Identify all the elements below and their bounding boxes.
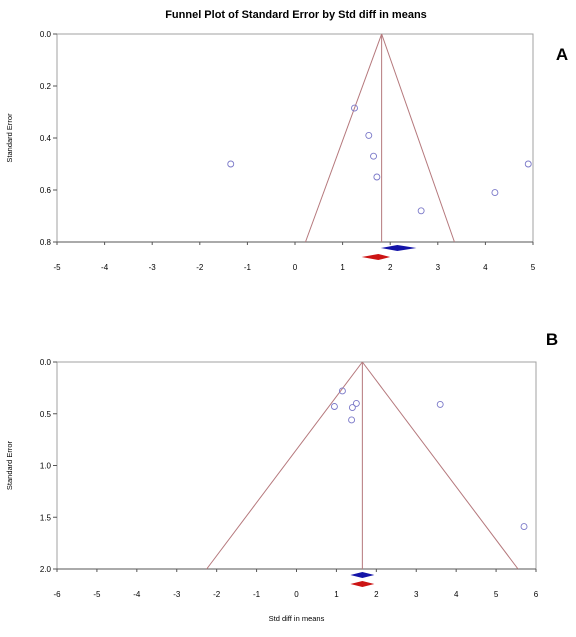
x-tick-label: 5 [494,590,499,599]
x-tick-label: 4 [454,590,459,599]
x-tick-label: -2 [196,263,204,272]
x-tick-label: 6 [534,590,539,599]
panel-a: 0.0 0.2 0.4 0.6 0.8 -5 -4 -3 -2 -1 0 1 2 3 4 5 Standard … [5,30,568,272]
study-point [436,400,444,408]
x-axis-label: Std diff in means [269,614,325,623]
x-tick-label: -3 [149,263,157,272]
x-tick-label: 3 [436,263,441,272]
funnel-left-line [206,361,363,570]
panel-label: B [546,330,558,349]
study-point [352,399,360,407]
study-point [330,403,338,410]
y-tick-label: 2.0 [40,565,52,574]
x-tick-label: 5 [531,263,536,272]
study-point [373,173,381,181]
x-tick-label: 4 [483,263,488,272]
y-tick-label: 0.8 [40,238,52,247]
chart-title: Funnel Plot of Standard Error by Std dif… [165,9,427,21]
y-tick-label: 1.5 [40,513,52,522]
y-tick-label: 0.2 [40,82,52,91]
y-axis-label: Standard Error [5,113,14,163]
panel-label: A [556,45,568,64]
study-point [520,523,528,531]
x-tick-label: 2 [374,590,379,599]
x-tick-label: -5 [53,263,61,272]
funnel-right-line [361,361,519,570]
x-tick-label: -4 [133,590,141,599]
y-tick-label: 0.5 [40,410,52,419]
x-tick-label: -5 [93,590,101,599]
x-tick-label: 1 [340,263,345,272]
summary-diamond-blue [380,245,417,251]
study-point [338,387,346,395]
x-tick-label: -1 [244,263,252,272]
study-point [417,207,425,215]
study-point [370,152,377,160]
summary-diamond-red [361,254,391,260]
summary-diamond-blue [350,572,375,578]
x-tick-label: -6 [53,590,61,599]
x-tick-label: 1 [334,590,339,599]
study-point [491,189,499,197]
x-tick-label: -4 [101,263,109,272]
study-point [227,160,235,168]
y-tick-label: 0.6 [40,186,52,195]
study-point [365,131,373,139]
x-tick-label: 0 [293,263,298,272]
study-point [348,416,356,424]
x-tick-label: 2 [388,263,393,272]
y-axis-label: Standard Error [5,440,14,490]
x-tick-label: 3 [414,590,419,599]
plot-frame [56,361,537,570]
study-point [348,404,356,411]
y-tick-label: 0.4 [40,134,52,143]
y-tick-label: 0.0 [40,358,52,367]
x-tick-label: -3 [173,590,181,599]
study-point [524,160,532,168]
plot-frame [56,33,534,243]
y-tick-label: 0.0 [40,30,52,39]
x-tick-label: -1 [253,590,261,599]
x-tick-label: -2 [213,590,221,599]
y-tick-label: 1.0 [40,462,52,471]
summary-diamond-red [350,581,375,587]
funnel-left-line [305,33,383,243]
panel-b: 0.0 0.5 1.0 1.5 2.0 -6 -5 -4 -3 -2 -1 0 1 2 3 4 5 6 Standa… [5,330,558,623]
funnel-right-line [381,33,455,243]
study-point [351,104,358,112]
x-tick-label: 0 [294,590,299,599]
